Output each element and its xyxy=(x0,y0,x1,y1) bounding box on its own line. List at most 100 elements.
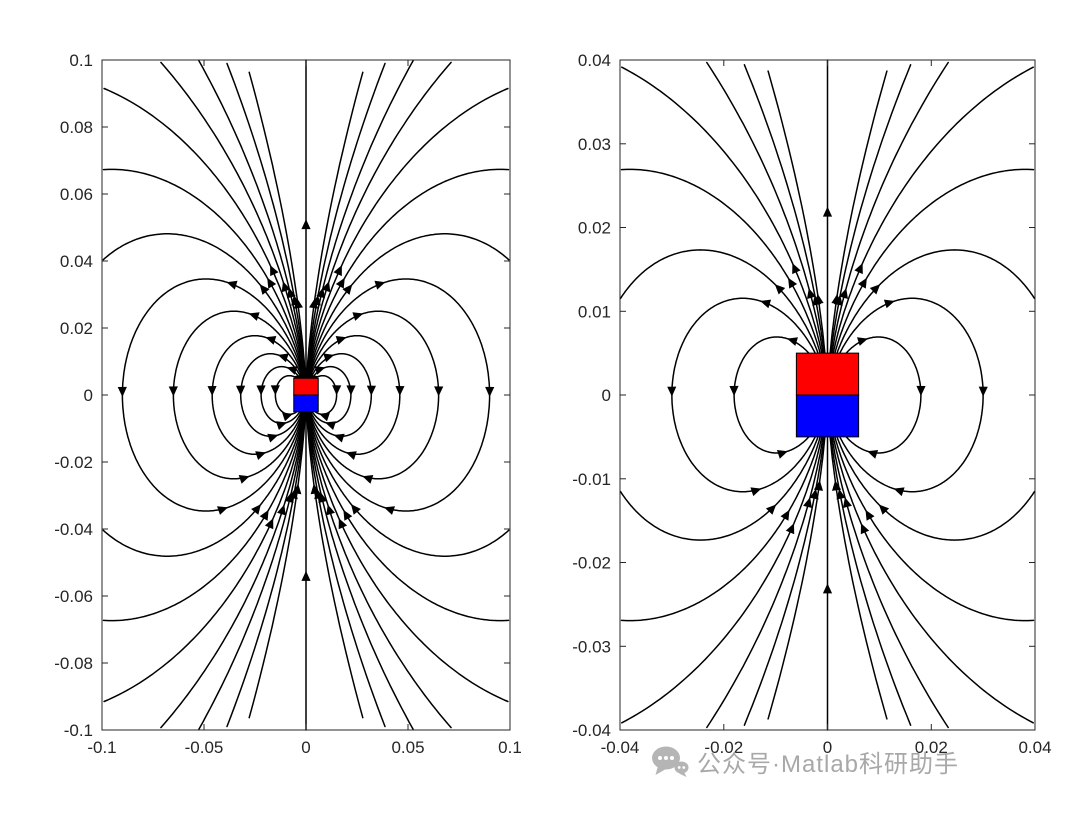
arrowhead xyxy=(843,497,852,508)
y-tick-label: -0.06 xyxy=(54,587,93,606)
arrowhead xyxy=(867,450,879,459)
arrowhead xyxy=(333,265,342,277)
arrowhead xyxy=(854,263,863,275)
field-line xyxy=(305,394,414,730)
right-subplot: -0.04 -0.02 0 0.02 0.04 -0.04 -0.03 -0.02 -0.01 0… xyxy=(572,51,1051,757)
arrowhead xyxy=(248,312,260,321)
arrowhead xyxy=(822,206,833,217)
field-line xyxy=(305,61,452,396)
field-line xyxy=(706,394,829,729)
arrowhead xyxy=(893,487,905,497)
y-tick-label: -0.02 xyxy=(54,453,93,472)
arrowhead xyxy=(729,385,739,396)
arrowhead xyxy=(264,518,274,530)
field-line xyxy=(305,168,510,396)
y-tick-label: 0.03 xyxy=(578,135,611,154)
x-tick-label: -0.05 xyxy=(185,738,224,757)
arrowhead xyxy=(259,284,270,295)
arrowhead xyxy=(267,277,277,289)
x-tick-label: 0 xyxy=(301,738,310,757)
arrowhead xyxy=(776,450,788,459)
y-tick-label: -0.04 xyxy=(572,721,611,740)
arrowhead xyxy=(301,570,311,581)
arrowhead xyxy=(785,523,795,535)
chat-bubble-icon xyxy=(652,746,689,777)
field-line xyxy=(305,278,491,512)
arrowhead xyxy=(803,497,812,508)
y-tick-label: 0.08 xyxy=(60,118,93,137)
y-tick-label: -0.03 xyxy=(572,637,611,656)
arrowhead xyxy=(323,353,335,363)
watermark: 公众号·Matlab科研助手 xyxy=(650,744,959,779)
field-line xyxy=(826,394,949,729)
field-line xyxy=(102,168,307,396)
arrowhead xyxy=(286,287,296,299)
arrowhead xyxy=(869,284,881,295)
arrowhead xyxy=(270,265,279,277)
x-tick-label: 0 xyxy=(823,738,832,757)
arrowhead xyxy=(374,280,386,290)
tick-labels: -0.1 -0.05 0 0.05 0.1 -0.1 -0.08 -0.06 -0.04 -0.0… xyxy=(54,51,522,757)
arrowhead xyxy=(282,412,293,422)
arrowhead xyxy=(238,475,250,484)
arrowhead xyxy=(865,509,875,521)
arrowhead xyxy=(787,337,798,346)
arrowhead xyxy=(839,288,848,299)
y-tick-label: -0.1 xyxy=(64,721,93,740)
arrowhead xyxy=(270,385,280,396)
arrowhead xyxy=(267,433,279,443)
arrowhead xyxy=(277,353,289,363)
x-tick-label: 0.05 xyxy=(391,738,424,757)
x-tick-label: 0.02 xyxy=(915,738,948,757)
tick-labels: -0.04 -0.02 0 0.02 0.04 -0.04 -0.03 -0.02 -0.01 0… xyxy=(572,51,1051,757)
arrowhead xyxy=(321,281,331,293)
arrowhead xyxy=(384,506,395,515)
field-line xyxy=(198,394,307,730)
field-line xyxy=(826,61,949,396)
arrowhead xyxy=(346,385,356,396)
arrowhead xyxy=(293,298,303,309)
arrowhead xyxy=(352,312,364,321)
arrowhead xyxy=(309,298,319,309)
arrowhead xyxy=(780,509,790,521)
field-line xyxy=(121,278,307,512)
y-tick-label: 0 xyxy=(602,386,611,405)
y-tick-label: 0.1 xyxy=(69,51,93,70)
arrowhead xyxy=(310,483,320,495)
arrowhead xyxy=(335,336,347,345)
y-tick-label: -0.01 xyxy=(572,470,611,489)
arrowhead xyxy=(836,488,846,500)
arrowhead xyxy=(760,299,772,309)
arrowhead xyxy=(319,412,330,422)
left-subplot: -0.1 -0.05 0 0.05 0.1 -0.1 -0.08 -0.06 -0.04 -0.0… xyxy=(54,51,522,757)
arrowhead xyxy=(857,337,868,346)
y-tick-label: -0.04 xyxy=(54,520,93,539)
arrowhead xyxy=(667,386,677,397)
arrowhead xyxy=(366,385,376,396)
arrowhead xyxy=(878,504,890,515)
y-tick-label: -0.08 xyxy=(54,654,93,673)
arrowhead xyxy=(281,281,291,293)
arrowhead xyxy=(168,386,178,397)
arrowhead xyxy=(822,583,833,594)
arrowhead xyxy=(351,504,361,515)
field-line xyxy=(172,310,307,480)
arrowhead xyxy=(207,386,217,396)
arrowhead xyxy=(301,219,311,230)
arrowhead xyxy=(750,487,762,497)
magnet-south-pole xyxy=(795,394,860,438)
arrowhead xyxy=(333,433,345,443)
arrowhead xyxy=(343,509,353,521)
y-tick-label: 0.02 xyxy=(60,319,93,338)
arrowhead xyxy=(860,523,870,535)
arrowhead xyxy=(277,504,286,516)
field-line xyxy=(826,66,1034,396)
y-tick-label: 0.04 xyxy=(578,51,611,70)
arrowhead xyxy=(362,475,374,484)
arrowhead xyxy=(342,284,353,295)
arrowhead xyxy=(236,385,246,396)
arrowhead xyxy=(335,277,345,289)
arrowhead xyxy=(256,385,266,396)
